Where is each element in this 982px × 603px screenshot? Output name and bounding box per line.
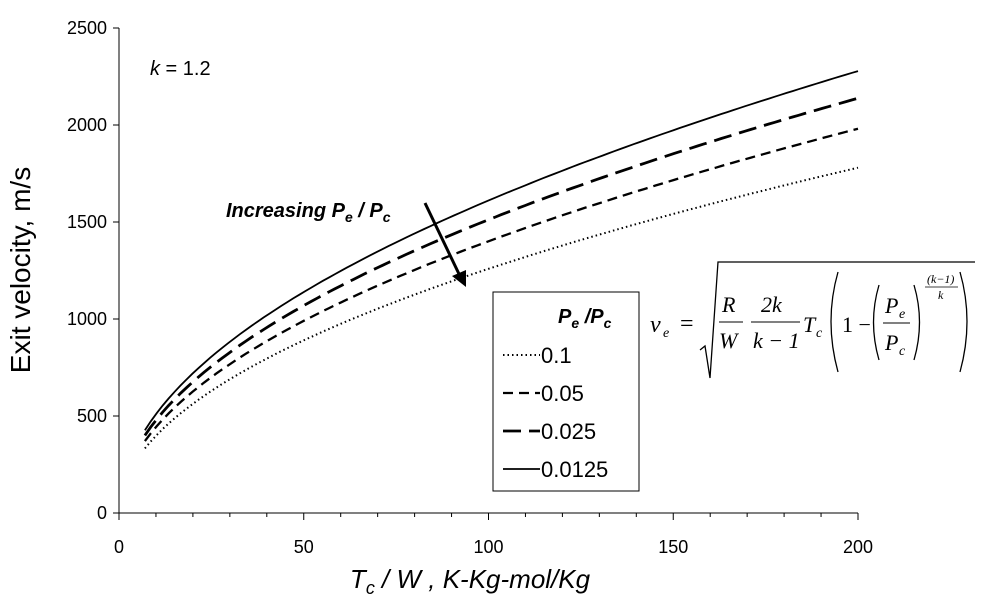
exit-velocity-equation: v e = R W 2k k − 1 T c 1 − P e P c (k−1)… bbox=[650, 261, 975, 379]
x-tick-label: 200 bbox=[843, 537, 873, 557]
y-ticks: 0 500 1000 1500 2000 2500 bbox=[67, 18, 119, 523]
eq-equals: = bbox=[680, 311, 694, 337]
x-tick-label: 150 bbox=[658, 537, 688, 557]
eq-Pc-sub: c bbox=[899, 344, 906, 359]
arrow-label: Increasing Pe / Pc bbox=[226, 200, 391, 225]
k-annotation: k = 1.2 bbox=[150, 58, 211, 80]
eq-R: R bbox=[721, 292, 736, 317]
y-tick-label: 0 bbox=[97, 503, 107, 523]
eq-exp-num: (k−1) bbox=[927, 272, 954, 286]
eq-T-sub: c bbox=[816, 326, 823, 341]
legend-box bbox=[492, 291, 640, 492]
y-tick-label: 2000 bbox=[67, 115, 107, 135]
x-axis-label: Tc / W , K-Kg-mol/Kg bbox=[350, 564, 591, 598]
eq-W: W bbox=[719, 328, 739, 353]
series-line-0.0125 bbox=[144, 70, 859, 431]
legend-label: 0.1 bbox=[541, 343, 572, 368]
legend-label: 0.0125 bbox=[541, 457, 608, 482]
eq-paren-right-outer bbox=[959, 271, 968, 373]
x-tick-label: 0 bbox=[114, 537, 124, 557]
eq-paren-left-inner bbox=[872, 284, 880, 361]
eq-lhs: v bbox=[650, 312, 661, 338]
legend-label: 0.025 bbox=[541, 419, 596, 444]
eq-Pe: P bbox=[884, 293, 898, 318]
y-tick-label: 1500 bbox=[67, 212, 107, 232]
eq-paren-left-outer bbox=[830, 271, 839, 373]
eq-T: T bbox=[803, 312, 817, 337]
y-axis-label: Exit velocity, m/s bbox=[5, 167, 36, 373]
eq-2k: 2k bbox=[761, 292, 783, 317]
legend-title: Pe /Pc bbox=[558, 306, 612, 331]
series-line-0.1 bbox=[144, 166, 859, 450]
y-tick-label: 1000 bbox=[67, 309, 107, 329]
eq-lhs-sub: e bbox=[663, 326, 669, 341]
increasing-arrow bbox=[423, 202, 466, 287]
eq-sqrt-sign bbox=[699, 261, 975, 379]
eq-paren-right-inner bbox=[913, 284, 921, 361]
x-ticks: 0 50 100 150 200 bbox=[114, 513, 873, 557]
y-tick-label: 2500 bbox=[67, 18, 107, 38]
y-tick-label: 500 bbox=[77, 406, 107, 426]
eq-exp-den: k bbox=[938, 288, 944, 302]
eq-one-minus: 1 − bbox=[842, 312, 871, 337]
eq-k-minus-1: k − 1 bbox=[753, 328, 800, 353]
series-line-0.05 bbox=[143, 127, 859, 442]
x-tick-label: 50 bbox=[294, 537, 314, 557]
eq-Pe-sub: e bbox=[899, 307, 905, 322]
eq-Pc: P bbox=[884, 330, 898, 355]
series-line-0.025 bbox=[143, 96, 859, 437]
legend: Pe /Pc 0.1 0.05 0.025 0.0125 bbox=[492, 291, 640, 492]
x-tick-label: 100 bbox=[473, 537, 503, 557]
legend-label: 0.05 bbox=[541, 381, 584, 406]
series-layer bbox=[143, 70, 859, 450]
